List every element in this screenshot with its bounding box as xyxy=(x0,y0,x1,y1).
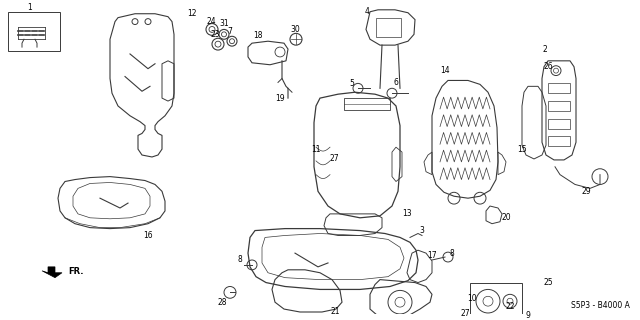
Text: 27: 27 xyxy=(329,155,339,164)
Text: FR.: FR. xyxy=(68,267,83,276)
Text: 24: 24 xyxy=(206,17,216,26)
Bar xyxy=(548,84,570,93)
Text: 28: 28 xyxy=(217,298,227,307)
Text: 30: 30 xyxy=(290,25,300,34)
Text: 6: 6 xyxy=(394,78,399,87)
Bar xyxy=(376,18,401,37)
Text: 19: 19 xyxy=(275,94,285,103)
Text: 13: 13 xyxy=(402,209,412,218)
Text: 11: 11 xyxy=(311,145,321,154)
Text: 9: 9 xyxy=(525,311,531,320)
Text: 1: 1 xyxy=(28,3,33,12)
Text: 15: 15 xyxy=(517,145,527,154)
Bar xyxy=(548,119,570,129)
Text: 5: 5 xyxy=(349,79,355,88)
Text: 23: 23 xyxy=(210,30,220,39)
Text: 3: 3 xyxy=(420,226,424,235)
Polygon shape xyxy=(42,267,62,278)
Text: 29: 29 xyxy=(581,187,591,196)
Text: 16: 16 xyxy=(143,231,153,240)
Text: 20: 20 xyxy=(501,213,511,222)
Bar xyxy=(548,101,570,111)
Bar xyxy=(470,283,522,318)
Text: 21: 21 xyxy=(330,308,340,316)
Text: 26: 26 xyxy=(543,62,553,71)
Text: 22: 22 xyxy=(505,302,515,311)
Text: 25: 25 xyxy=(543,278,553,287)
Text: 27: 27 xyxy=(460,309,470,318)
Text: S5P3 - B4000 A: S5P3 - B4000 A xyxy=(571,301,630,310)
Bar xyxy=(8,12,60,51)
Text: 7: 7 xyxy=(228,27,232,36)
Text: 8: 8 xyxy=(237,255,243,265)
Bar xyxy=(344,98,390,110)
Text: 8: 8 xyxy=(450,249,454,258)
Text: 17: 17 xyxy=(427,251,437,260)
Text: 2: 2 xyxy=(543,44,547,53)
Text: 12: 12 xyxy=(188,9,196,18)
Text: 4: 4 xyxy=(365,7,369,16)
Bar xyxy=(548,136,570,146)
Text: 18: 18 xyxy=(253,31,263,40)
Text: 14: 14 xyxy=(440,66,450,75)
Text: 10: 10 xyxy=(467,294,477,303)
Text: 31: 31 xyxy=(219,19,229,28)
